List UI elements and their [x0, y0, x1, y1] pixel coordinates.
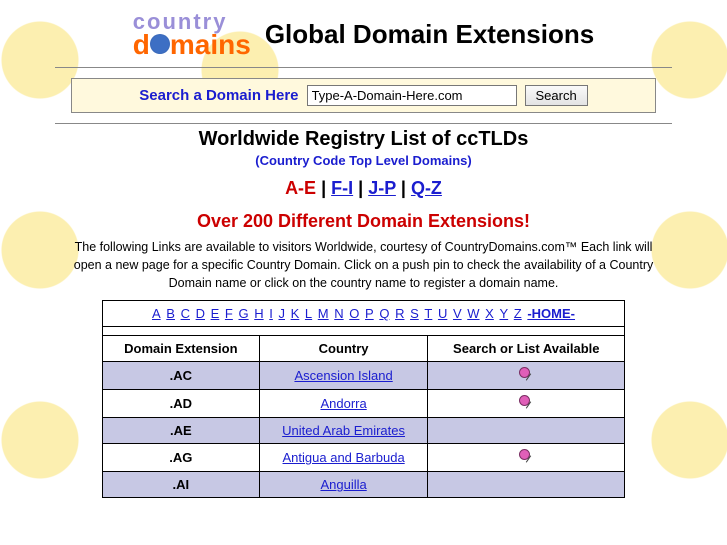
letter-link-f[interactable]: F	[224, 306, 234, 321]
letter-link-q[interactable]: Q	[378, 306, 390, 321]
globe-icon	[150, 34, 170, 54]
divider-top	[55, 67, 673, 68]
country-cell: United Arab Emirates	[259, 418, 427, 444]
pushpin-icon[interactable]	[519, 449, 533, 463]
country-link[interactable]: Ascension Island	[294, 368, 392, 383]
nav-pipe: |	[321, 178, 331, 198]
spacer-row	[102, 327, 624, 336]
letter-link-o[interactable]: O	[348, 306, 360, 321]
letter-link-x[interactable]: X	[484, 306, 495, 321]
letter-link-b[interactable]: B	[165, 306, 176, 321]
letter-link-c[interactable]: C	[180, 306, 191, 321]
subtitle-line1: Worldwide Registry List of ccTLDs	[0, 128, 727, 151]
letter-link-e[interactable]: E	[210, 306, 221, 321]
letter-link-p[interactable]: P	[364, 306, 375, 321]
letter-link-r[interactable]: R	[394, 306, 405, 321]
header-row: Domain Extension Country Search or List …	[102, 336, 624, 362]
alpha-nav-link-qz[interactable]: Q-Z	[411, 178, 442, 198]
table-row: .AC Ascension Island	[102, 362, 624, 390]
letter-link-y[interactable]: Y	[498, 306, 509, 321]
pin-cell	[428, 390, 625, 418]
domains-table: A B C D E F G H I J K L M N O P Q R S T …	[102, 300, 625, 498]
ext-cell: .AC	[102, 362, 259, 390]
pushpin-icon[interactable]	[519, 395, 533, 409]
alpha-nav: A-E | F-I | J-P | Q-Z	[0, 178, 727, 199]
country-cell: Andorra	[259, 390, 427, 418]
letter-link-t[interactable]: T	[423, 306, 433, 321]
pushpin-icon[interactable]	[519, 367, 533, 381]
letter-link-k[interactable]: K	[290, 306, 301, 321]
letter-link-n[interactable]: N	[333, 306, 344, 321]
letter-link-v[interactable]: V	[452, 306, 463, 321]
letter-link-j[interactable]: J	[278, 306, 287, 321]
pin-cell	[428, 362, 625, 390]
red-headline: Over 200 Different Domain Extensions!	[0, 211, 727, 232]
table-row: .AG Antigua and Barbuda	[102, 444, 624, 472]
home-link[interactable]: -HOME-	[526, 306, 576, 321]
alpha-nav-link-fi[interactable]: F-I	[331, 178, 353, 198]
letter-link-s[interactable]: S	[409, 306, 420, 321]
letter-link-l[interactable]: L	[304, 306, 313, 321]
country-link[interactable]: United Arab Emirates	[282, 423, 405, 438]
country-cell: Antigua and Barbuda	[259, 444, 427, 472]
search-label: Search a Domain Here	[139, 87, 298, 104]
table-row: .AI Anguilla	[102, 472, 624, 498]
header: country dmains Global Domain Extensions	[0, 0, 727, 63]
logo-bottom-right: mains	[170, 29, 251, 60]
description-text: The following Links are available to vis…	[73, 238, 655, 292]
logo-bottom: dmains	[133, 32, 251, 57]
logo: country dmains	[133, 12, 251, 57]
country-cell: Ascension Island	[259, 362, 427, 390]
letter-link-h[interactable]: H	[253, 306, 264, 321]
alpha-nav-link-jp[interactable]: J-P	[368, 178, 396, 198]
nav-pipe: |	[401, 178, 411, 198]
country-link[interactable]: Anguilla	[320, 477, 366, 492]
th-search: Search or List Available	[428, 336, 625, 362]
th-country: Country	[259, 336, 427, 362]
country-link[interactable]: Antigua and Barbuda	[283, 450, 405, 465]
pin-cell	[428, 472, 625, 498]
page-title: Global Domain Extensions	[265, 19, 594, 50]
country-cell: Anguilla	[259, 472, 427, 498]
letter-link-g[interactable]: G	[237, 306, 249, 321]
letter-link-u[interactable]: U	[437, 306, 448, 321]
letters-row: A B C D E F G H I J K L M N O P Q R S T …	[102, 301, 624, 327]
spacer-cell	[102, 327, 624, 336]
country-link[interactable]: Andorra	[320, 396, 366, 411]
ext-cell: .AD	[102, 390, 259, 418]
search-input[interactable]	[307, 85, 517, 106]
letter-link-w[interactable]: W	[466, 306, 480, 321]
nav-pipe: |	[358, 178, 368, 198]
table-row: .AE United Arab Emirates	[102, 418, 624, 444]
ext-cell: .AE	[102, 418, 259, 444]
ext-cell: .AI	[102, 472, 259, 498]
letter-link-d[interactable]: D	[195, 306, 206, 321]
table-row: .AD Andorra	[102, 390, 624, 418]
letter-link-m[interactable]: M	[317, 306, 330, 321]
main-content: Worldwide Registry List of ccTLDs (Count…	[0, 128, 727, 498]
subtitle-line2: (Country Code Top Level Domains)	[0, 153, 727, 168]
alpha-nav-active: A-E	[285, 178, 316, 198]
th-extension: Domain Extension	[102, 336, 259, 362]
letter-link-z[interactable]: Z	[513, 306, 523, 321]
divider-bottom	[55, 123, 673, 124]
search-bar: Search a Domain Here Search	[71, 78, 656, 113]
letters-cell: A B C D E F G H I J K L M N O P Q R S T …	[102, 301, 624, 327]
letter-link-i[interactable]: I	[268, 306, 274, 321]
logo-bottom-left: d	[133, 29, 150, 60]
pin-cell	[428, 444, 625, 472]
pin-cell	[428, 418, 625, 444]
search-button[interactable]: Search	[525, 85, 588, 106]
ext-cell: .AG	[102, 444, 259, 472]
letter-link-a[interactable]: A	[151, 306, 162, 321]
